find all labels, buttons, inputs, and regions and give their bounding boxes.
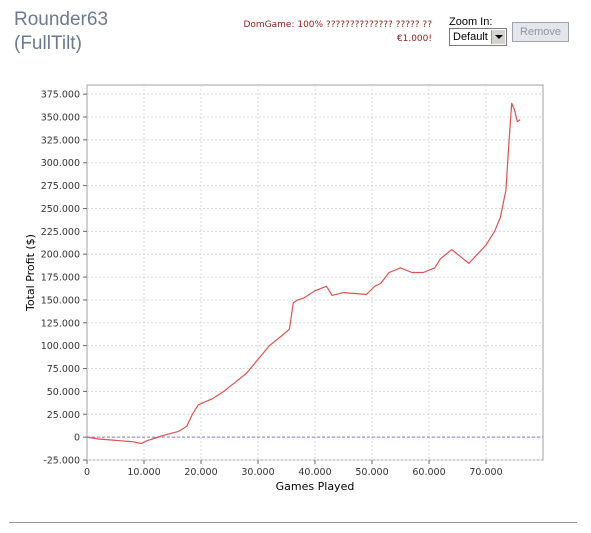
profit-series-line: [86, 102, 521, 445]
promo-line2[interactable]: €1.000!: [396, 34, 432, 44]
x-tick-label: 40.000: [298, 467, 331, 478]
y-tick-label: 275.000: [41, 181, 80, 192]
promo-link[interactable]: DomGame: 100% ?????????????? ????? ?? €1…: [205, 18, 432, 46]
x-tick-label: 60.000: [412, 467, 445, 478]
y-axis-title: Total Profit ($): [24, 234, 37, 312]
zoom-label: Zoom In:: [449, 16, 493, 28]
y-tick-label: 250.000: [41, 204, 80, 215]
y-tick-label: 375.000: [41, 90, 80, 101]
y-tick-label: 225.000: [41, 227, 80, 238]
y-tick-label: -25.000: [43, 456, 80, 467]
x-tick-label: 0: [84, 467, 90, 478]
x-tick-label: 50.000: [355, 467, 388, 478]
y-tick-label: 175.000: [41, 273, 80, 284]
player-name-line1: Rounder63: [14, 9, 109, 30]
y-tick-label: 300.000: [41, 158, 80, 169]
y-tick-label: 200.000: [41, 250, 80, 261]
x-tick-label: 20.000: [184, 467, 217, 478]
x-tick-label: 10.000: [127, 467, 160, 478]
promo-line1[interactable]: DomGame: 100% ?????????????? ????? ??: [243, 20, 432, 30]
zoom-select[interactable]: Default: [449, 28, 507, 46]
y-tick-label: 75.000: [47, 364, 80, 375]
player-name-line2: (FullTilt): [14, 33, 82, 54]
x-tick-label: 70.000: [469, 467, 502, 478]
y-tick-label: 125.000: [41, 318, 80, 329]
y-tick-label: 25.000: [47, 410, 80, 421]
y-tick-label: 50.000: [47, 387, 80, 398]
player-name: Rounder63 (FullTilt): [14, 8, 174, 56]
zoom-select-value: Default: [453, 31, 488, 43]
y-tick-label: 350.000: [41, 113, 80, 124]
y-tick-label: 150.000: [41, 295, 80, 306]
y-tick-label: 325.000: [41, 135, 80, 146]
chevron-down-icon[interactable]: [491, 30, 505, 44]
y-tick-label: 100.000: [41, 341, 80, 352]
x-tick-label: 30.000: [241, 467, 274, 478]
bottom-divider: [9, 522, 577, 523]
y-tick-label: 0: [74, 433, 80, 444]
remove-button[interactable]: Remove: [512, 22, 569, 42]
x-axis-title: Games Played: [276, 480, 355, 493]
